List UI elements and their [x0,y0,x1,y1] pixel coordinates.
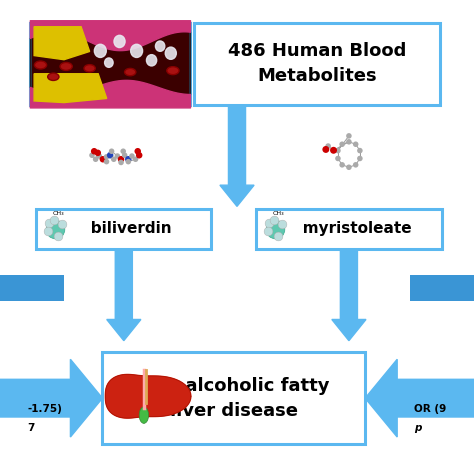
Ellipse shape [84,64,95,72]
Point [265,219,273,227]
Point [95,152,103,160]
Text: CH₃: CH₃ [52,211,64,216]
Point [58,220,66,228]
Text: 486 Human Blood
Metabolites: 486 Human Blood Metabolites [228,42,406,85]
Circle shape [131,44,143,57]
Point [136,152,143,159]
Point [134,147,142,155]
Polygon shape [107,249,141,341]
Point [352,140,359,148]
Circle shape [155,41,165,51]
Ellipse shape [35,61,46,69]
Point [324,142,332,150]
Text: myristoleate: myristoleate [287,221,411,236]
Point [278,220,286,228]
Text: p: p [414,423,422,433]
Text: 7: 7 [27,423,35,433]
Point [334,147,342,155]
Point [338,161,346,169]
Point [50,216,58,224]
Point [345,138,353,146]
Polygon shape [34,74,107,102]
Point [106,152,114,159]
FancyBboxPatch shape [36,209,211,249]
Point [117,159,125,166]
Circle shape [105,58,113,67]
Point [88,152,96,159]
Point [274,232,282,240]
Point [345,164,353,171]
Point [103,153,110,161]
Point [125,158,132,165]
Point [356,155,364,162]
Polygon shape [105,374,191,418]
Point [119,147,127,155]
Point [99,155,107,163]
Point [121,152,128,159]
Point [352,161,359,169]
Point [46,219,53,227]
Point [128,152,136,160]
Polygon shape [365,359,474,437]
Polygon shape [0,359,102,437]
Point [91,147,98,155]
Point [270,216,278,224]
Point [114,152,121,160]
Ellipse shape [167,67,179,74]
Ellipse shape [48,73,59,81]
Point [334,155,342,162]
Text: CH₃: CH₃ [272,211,284,216]
Circle shape [165,47,176,59]
Point [272,225,279,232]
Polygon shape [220,105,254,206]
Circle shape [114,36,125,47]
Point [125,155,132,163]
FancyBboxPatch shape [30,23,190,105]
Point [132,155,139,163]
FancyBboxPatch shape [102,353,365,444]
Point [110,155,118,163]
Point [52,225,59,232]
Circle shape [94,44,106,57]
Polygon shape [34,27,90,60]
Point [117,155,125,163]
Text: OR (9: OR (9 [414,404,447,414]
Point [108,147,115,155]
Bar [0,275,64,301]
Point [356,147,364,155]
FancyBboxPatch shape [256,209,442,249]
Text: -1.75): -1.75) [27,404,63,414]
Ellipse shape [60,63,72,71]
Text: biliverdin: biliverdin [75,221,172,236]
Point [94,149,101,156]
Ellipse shape [125,68,136,76]
Point [330,146,337,154]
Text: Non-alcoholic fatty
liver disease: Non-alcoholic fatty liver disease [138,377,329,420]
Point [92,155,100,163]
Point [54,232,62,240]
Point [264,228,272,235]
Bar [410,275,474,301]
Point [103,158,110,165]
Circle shape [146,55,157,66]
Point [338,140,346,148]
Ellipse shape [139,407,148,423]
FancyBboxPatch shape [194,23,440,105]
Point [322,146,329,153]
Point [45,228,52,235]
Polygon shape [332,249,366,341]
Point [345,132,353,140]
